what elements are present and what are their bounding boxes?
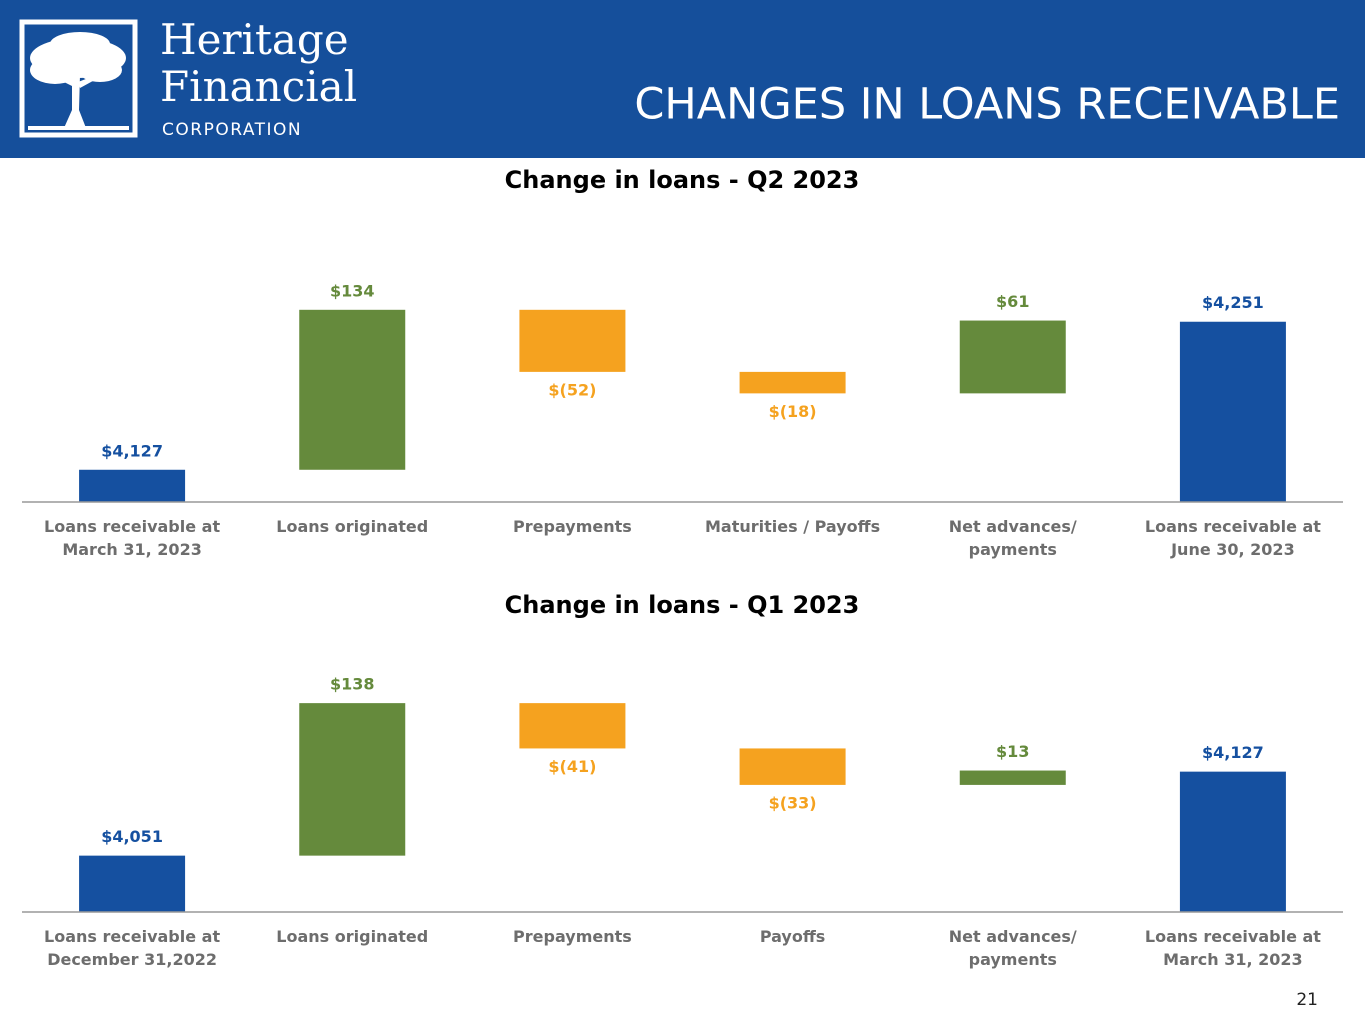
slide-title: CHANGES IN LOANS RECEIVABLE bbox=[634, 80, 1340, 130]
x-tick-label: Prepayments bbox=[513, 517, 632, 536]
x-tick-label: Payoffs bbox=[759, 927, 826, 946]
x-tick-label: Prepayments bbox=[513, 927, 632, 946]
value-label: $(41) bbox=[548, 757, 596, 776]
chart-title: Change in loans - Q2 2023 bbox=[505, 166, 860, 194]
x-tick-label: Net advances/ payments bbox=[948, 517, 1077, 559]
value-label: $(33) bbox=[769, 793, 817, 812]
bar bbox=[299, 309, 406, 470]
value-label: $4,127 bbox=[1202, 743, 1264, 762]
x-tick-label: Loans originated bbox=[276, 927, 429, 946]
value-label: $134 bbox=[330, 281, 375, 300]
x-tick-label: Loans originated bbox=[276, 517, 429, 536]
bar bbox=[79, 855, 186, 912]
bar bbox=[739, 371, 846, 394]
logo bbox=[19, 19, 138, 138]
page-number: 21 bbox=[1296, 990, 1318, 1010]
chart-title: Change in loans - Q1 2023 bbox=[505, 591, 860, 619]
header-band bbox=[0, 0, 1365, 158]
logo-line: Financial bbox=[160, 62, 357, 111]
bar bbox=[959, 320, 1066, 394]
value-label: $13 bbox=[996, 742, 1029, 761]
bar bbox=[1179, 771, 1286, 912]
value-label: $61 bbox=[996, 292, 1029, 311]
x-tick-label: Loans receivable at December 31,2022 bbox=[44, 927, 221, 969]
bar bbox=[79, 469, 186, 502]
value-label: $4,051 bbox=[101, 827, 163, 846]
bar bbox=[959, 770, 1066, 785]
value-label: $138 bbox=[330, 675, 375, 694]
logo-line: Heritage bbox=[160, 15, 349, 64]
x-tick-label: Loans receivable at March 31, 2023 bbox=[1144, 927, 1321, 969]
x-tick-label: Net advances/ payments bbox=[948, 927, 1077, 969]
bar bbox=[299, 703, 406, 856]
x-tick-label: Maturities / Payoffs bbox=[705, 517, 881, 536]
x-tick-label: Loans receivable at June 30, 2023 bbox=[1144, 517, 1321, 559]
bar bbox=[519, 309, 626, 372]
x-tick-label: Loans receivable at March 31, 2023 bbox=[44, 517, 221, 559]
bar bbox=[519, 703, 626, 749]
bar bbox=[1179, 321, 1286, 502]
value-label: $4,127 bbox=[101, 441, 163, 460]
logo-line: CORPORATION bbox=[162, 120, 302, 140]
value-label: $(52) bbox=[548, 380, 596, 399]
value-label: $4,251 bbox=[1202, 293, 1264, 312]
bar bbox=[739, 748, 846, 785]
value-label: $(18) bbox=[769, 402, 817, 421]
